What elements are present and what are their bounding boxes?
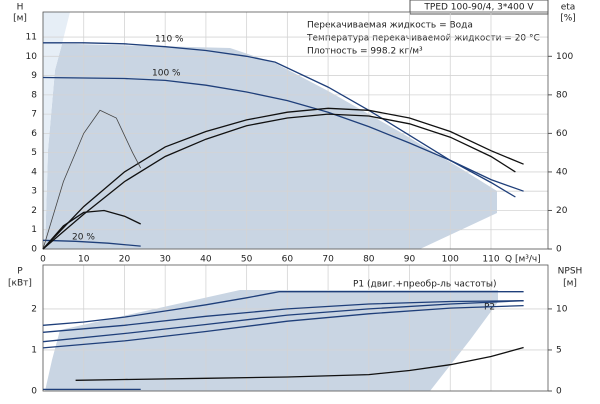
model-box <box>409 0 549 15</box>
curve <box>42 300 524 343</box>
series-label: P2 <box>484 303 495 313</box>
curve <box>42 300 524 333</box>
curve <box>42 76 516 198</box>
model: TPED 100-90/4, 3*400 V <box>423 3 534 13</box>
y2-tick-label: 0 <box>556 387 562 397</box>
x-tick-label: 40 <box>200 255 212 265</box>
info-line: Плотность = 998.2 кг/м³ <box>307 47 423 57</box>
y-label: P <box>17 267 23 277</box>
curve <box>42 304 524 349</box>
y2-unit: [м] <box>563 279 577 289</box>
y2-tick-label: 60 <box>556 129 568 139</box>
y2-tick-label: 5 <box>556 345 562 355</box>
y-tick-label: 10 <box>26 52 38 62</box>
curve <box>42 109 142 250</box>
x-tick-label: 60 <box>282 255 294 265</box>
x-tick-label: 10 <box>78 255 90 265</box>
operating-area <box>45 290 498 391</box>
y-tick-label: 2 <box>31 206 37 216</box>
x-tick-label: 0 <box>40 255 46 265</box>
y2-label: eta <box>561 3 576 13</box>
y-tick-label: 11 <box>26 33 37 43</box>
y-tick-label: 0 <box>31 387 37 397</box>
y-unit: [кВт] <box>8 279 32 289</box>
y-tick-label: 0 <box>31 245 37 255</box>
x-tick-label: 100 <box>442 255 459 265</box>
y2-unit: [%] <box>560 14 576 24</box>
series-label: 110 % <box>155 35 184 45</box>
curve <box>42 107 524 250</box>
x-label: Q [м³/ч] <box>505 255 541 265</box>
y-label: H <box>17 3 24 13</box>
info-line: Перекачиваемая жидкость = Вода <box>307 21 473 31</box>
y-tick-label: 7 <box>31 110 37 120</box>
info-line: Температура перекачиваемой жидкости = 20… <box>306 34 540 44</box>
y-tick-label: 2 <box>31 304 37 314</box>
curve <box>42 291 524 326</box>
x-tick-label: 110 <box>482 255 499 265</box>
y2-tick-label: 80 <box>556 90 568 100</box>
x-tick-label: 30 <box>159 255 171 265</box>
series-label: 20 % <box>72 233 95 243</box>
x-tick-label: 50 <box>241 255 253 265</box>
y-tick-label: 1 <box>31 345 37 355</box>
y2-tick-label: 100 <box>556 52 573 62</box>
y-tick-label: 3 <box>31 187 37 197</box>
y2-tick-label: 0 <box>556 245 562 255</box>
y2-tick-label: 20 <box>556 206 568 216</box>
plot-frame <box>42 11 549 250</box>
series-label: P1 (двиг.+преобр-ль частоты) <box>353 280 497 290</box>
series-label: 100 % <box>152 69 181 79</box>
y2-label: NPSH <box>558 267 583 277</box>
y2-tick-label: 40 <box>556 167 568 177</box>
y2-tick-label: 10 <box>556 304 568 314</box>
x-tick-label: 90 <box>404 255 416 265</box>
x-tick-label: 70 <box>322 255 334 265</box>
x-tick-label: 20 <box>119 255 131 265</box>
curve <box>75 346 524 381</box>
operating-area-light <box>43 12 70 249</box>
curve <box>42 239 141 247</box>
y-tick-label: 6 <box>31 129 37 139</box>
y-tick-label: 1 <box>31 225 37 235</box>
y-tick-label: 4 <box>31 167 37 177</box>
plot-frame <box>42 264 549 392</box>
curve <box>42 209 141 250</box>
y-tick-label: 8 <box>31 90 37 100</box>
x-tick-label: 80 <box>363 255 375 265</box>
y-tick-label: 9 <box>31 71 37 81</box>
y-tick-label: 5 <box>31 148 37 158</box>
curve <box>42 113 516 250</box>
y-unit: [м] <box>13 14 27 24</box>
